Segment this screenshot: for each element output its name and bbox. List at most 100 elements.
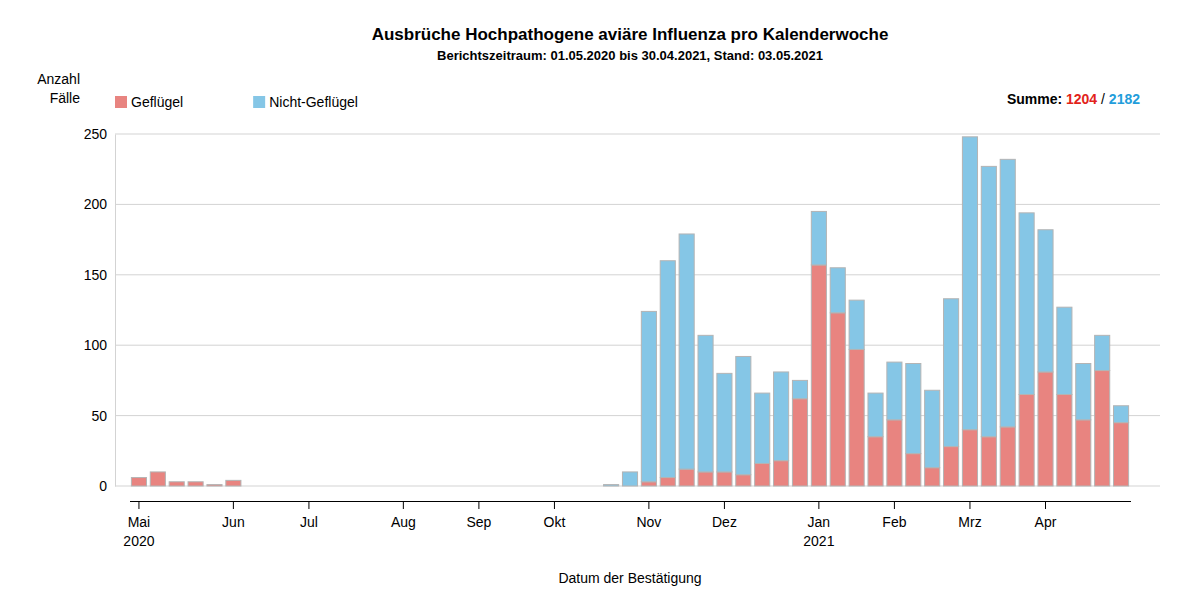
x-tick-label: Jul [300, 514, 318, 530]
sums: Summe: 1204 / 2182 [1007, 91, 1140, 107]
bar [320, 486, 335, 487]
legend-swatch [115, 96, 127, 108]
x-tick: Mai2020 [123, 501, 154, 549]
bar [358, 486, 373, 487]
bar [755, 393, 770, 463]
bar [1057, 307, 1072, 394]
bar [471, 486, 486, 487]
legend: Geflügel Nicht-Geflügel [115, 94, 358, 110]
x-tick-mark [894, 501, 895, 509]
bar [849, 349, 864, 486]
bar [207, 484, 222, 485]
bar [792, 380, 807, 398]
bar [811, 265, 826, 486]
bar [868, 393, 883, 437]
bar [1019, 394, 1034, 486]
bar [585, 486, 600, 487]
bar [264, 486, 279, 487]
x-tick: Jun [222, 501, 245, 530]
bar [396, 486, 411, 487]
x-tick-label: Apr [1035, 514, 1057, 530]
bar [981, 166, 996, 436]
x-tick-mark [138, 501, 139, 509]
x-tick: Dez [712, 501, 737, 530]
y-tick: 150 [84, 267, 115, 283]
bar [1076, 420, 1091, 486]
x-tick-label: Jan2021 [803, 514, 834, 549]
bar [377, 486, 392, 487]
bar [188, 482, 203, 486]
y-tick-label: 200 [84, 196, 108, 212]
x-tick-label: Mai2020 [123, 514, 154, 549]
bar [245, 486, 260, 487]
x-tick-label: Dez [712, 514, 737, 530]
bar [698, 472, 713, 486]
bar [547, 486, 562, 487]
bar [944, 299, 959, 447]
bar [736, 356, 751, 474]
bar [906, 454, 921, 486]
bar [736, 475, 751, 486]
bar [226, 480, 241, 486]
sum-label: Summe: [1007, 91, 1062, 107]
bar [585, 486, 600, 487]
x-tick-mark [724, 501, 725, 509]
bar [887, 420, 902, 486]
bar [906, 364, 921, 454]
bar [509, 486, 524, 487]
bar [1000, 427, 1015, 486]
legend-item: Geflügel [115, 94, 183, 110]
bar [320, 486, 335, 487]
bar [434, 486, 449, 487]
bar [415, 486, 430, 487]
sum-value: 1204 [1066, 91, 1097, 107]
bar [301, 486, 316, 487]
y-tick-label: 100 [84, 337, 108, 353]
y-tick: 100 [84, 337, 115, 353]
grid [115, 134, 1160, 486]
bar [944, 447, 959, 486]
x-axis-line [130, 501, 1131, 502]
bar [830, 313, 845, 486]
subtitle: Berichtszeitraum: 01.05.2020 bis 30.04.2… [437, 48, 823, 63]
bar [1019, 213, 1034, 395]
bar [774, 461, 789, 486]
bar [774, 372, 789, 461]
bar [207, 485, 222, 486]
legend-label: Nicht-Geflügel [269, 94, 358, 110]
x-tick-label: Nov [636, 514, 661, 530]
bar [169, 482, 184, 486]
y-tick-label: 50 [91, 408, 107, 424]
bar [830, 268, 845, 313]
bar [1076, 364, 1091, 420]
bar [131, 478, 146, 486]
bar [698, 335, 713, 472]
bar [452, 486, 467, 487]
bar [377, 486, 392, 487]
bar [604, 486, 619, 487]
bar [188, 481, 203, 482]
bar [660, 478, 675, 486]
x-tick: Apr [1035, 501, 1057, 530]
bar [962, 430, 977, 486]
bar [282, 486, 297, 487]
bar [925, 468, 940, 486]
bar [452, 486, 467, 487]
bar [679, 234, 694, 469]
x-tick-mark [478, 501, 479, 509]
bar [226, 480, 241, 481]
x-tick-label: Jun [222, 514, 245, 530]
bar [849, 300, 864, 349]
x-tick-mark [308, 501, 309, 509]
x-tick-mark [969, 501, 970, 509]
x-tick-label: Aug [391, 514, 416, 530]
x-axis-title: Datum der Bestätigung [558, 570, 701, 586]
x-tick: Jul [300, 501, 318, 530]
x-tick-mark [1045, 501, 1046, 509]
bar [415, 486, 430, 487]
x-tick-mark [554, 501, 555, 509]
bar [641, 482, 656, 486]
x-tick-mark [403, 501, 404, 509]
bar [358, 486, 373, 487]
bar [1114, 423, 1129, 486]
